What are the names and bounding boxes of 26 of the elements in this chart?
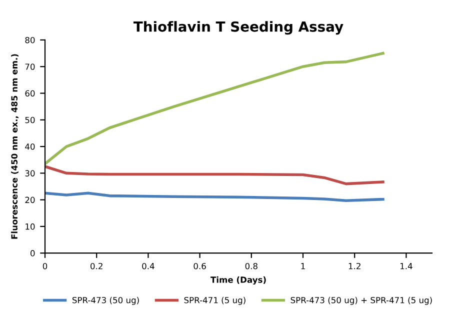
x-tick-label: 0.2	[90, 262, 102, 270]
x-tick-label: 0.6	[194, 262, 206, 270]
x-axis-title: Time (Days)	[210, 276, 266, 285]
line-series	[45, 52, 384, 166]
x-tick-label: 0	[42, 262, 48, 270]
y-tick-label: 10	[26, 223, 35, 230]
y-tick-label: 50	[25, 116, 35, 124]
line-series	[45, 165, 384, 186]
x-tick-label: 0.8	[245, 262, 258, 270]
y-tick-label: 60	[25, 90, 35, 97]
y-axis-title: Fluorescence (450 nm ex., 485 nm em.)	[11, 54, 19, 239]
y-tick-label: 70	[25, 64, 35, 70]
x-tick-label: 1.4	[400, 263, 412, 270]
x-tick-label: 1.2	[348, 262, 360, 270]
legend-label: SPR-471 (5 ug)	[184, 296, 246, 305]
legend-label: SPR-473 (50 ug)	[72, 296, 139, 305]
y-tick-label: 30	[25, 170, 35, 176]
line-series	[45, 192, 384, 202]
y-tick-label: 40	[25, 144, 35, 150]
x-tick-label: 0.4	[142, 262, 154, 270]
x-tick-label: 1	[301, 263, 305, 270]
legend-label: SPR-473 (50 ug) + SPR-471 (5 ug)	[290, 296, 432, 305]
y-tick-label: 0	[30, 250, 35, 256]
y-tick-label: 20	[25, 196, 35, 204]
y-tick-label: 80	[25, 36, 35, 44]
chart-title: Thioflavin T Seeding Assay	[133, 21, 344, 35]
